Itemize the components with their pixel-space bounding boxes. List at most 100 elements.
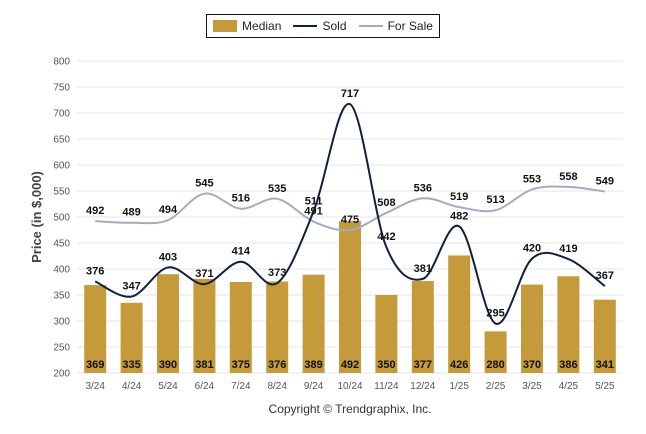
- x-tick-label: 8/24: [267, 381, 287, 392]
- median-bar: [375, 295, 398, 373]
- sold-value-label: 295: [486, 308, 504, 320]
- x-tick-labels: 3/24 4/24 5/24 6/24 7/24 8/24 9/24 10/24 11/24 12…: [85, 381, 615, 392]
- x-tick-label: 6/24: [195, 381, 215, 392]
- y-axis-label: Price (in $,000): [29, 171, 44, 263]
- y-tick-label: 550: [53, 187, 70, 198]
- sold-value-label: 371: [195, 268, 213, 280]
- median-bar: [84, 285, 107, 373]
- legend-swatch-median: [213, 20, 238, 32]
- median-bar: [593, 299, 616, 373]
- sold-value-label: 414: [232, 246, 251, 258]
- y-tick-label: 300: [53, 317, 70, 328]
- y-tick-label: 700: [53, 109, 70, 120]
- y-tick-label: 600: [53, 161, 70, 172]
- x-tick-label: 7/24: [231, 381, 251, 392]
- for-sale-value-label: 508: [377, 197, 395, 209]
- for-sale-value-label: 513: [486, 194, 504, 206]
- data-labels: 369 335 390 381 375 376 389 492 350 377 426 280 370 3…: [86, 88, 614, 371]
- median-bar: [339, 221, 361, 373]
- x-tick-label: 10/24: [337, 381, 362, 392]
- y-tick-label: 450: [53, 239, 70, 250]
- for-sale-value-label: 516: [232, 193, 250, 205]
- median-value-label: 280: [486, 359, 504, 371]
- x-tick-label: 5/25: [595, 381, 615, 392]
- legend-label-median: Median: [242, 19, 282, 33]
- legend: Median Sold For Sale: [206, 14, 440, 38]
- median-value-label: 335: [122, 359, 140, 371]
- median-bar: [157, 274, 179, 373]
- median-value-label: 492: [341, 359, 359, 371]
- median-bar: [557, 276, 580, 373]
- x-tick-label: 5/24: [158, 381, 178, 392]
- copyright-footer: Copyright © Trendgraphix, Inc.: [269, 402, 432, 416]
- median-bar: [266, 281, 289, 373]
- sold-value-label: 419: [559, 243, 577, 255]
- for-sale-value-label: 491: [304, 206, 322, 218]
- y-tick-label: 350: [53, 291, 70, 302]
- y-tick-labels: 200 250 300 350 400 450 500 550 600 650 700 750 800: [53, 57, 70, 380]
- y-tick-label: 500: [53, 213, 70, 224]
- median-value-label: 389: [304, 359, 322, 371]
- y-tick-label: 650: [53, 135, 70, 146]
- legend-label-sold: Sold: [322, 19, 347, 33]
- for-sale-value-label: 494: [159, 204, 178, 216]
- for-sale-value-label: 492: [86, 205, 104, 217]
- median-bar: [411, 280, 434, 373]
- sold-value-label: 367: [596, 270, 614, 282]
- sold-value-label: 381: [414, 263, 432, 275]
- x-tick-label: 11/24: [374, 381, 399, 392]
- y-tick-label: 400: [53, 265, 70, 276]
- y-tick-label: 800: [53, 57, 70, 68]
- sold-line: [94, 103, 606, 325]
- x-tick-label: 3/24: [85, 381, 105, 392]
- for-sale-value-label: 519: [450, 191, 468, 203]
- median-value-label: 375: [232, 359, 250, 371]
- sold-value-label: 347: [122, 281, 140, 293]
- for-sale-value-label: 545: [195, 178, 213, 190]
- legend-label-for-sale: For Sale: [387, 19, 433, 33]
- for-sale-value-label: 535: [268, 183, 286, 195]
- median-bar: [193, 278, 216, 373]
- median-bar: [484, 331, 507, 373]
- x-tick-label: 2/25: [486, 381, 506, 392]
- median-value-label: 377: [414, 359, 432, 371]
- for-sale-value-label: 475: [341, 214, 359, 226]
- median-value-label: 426: [450, 359, 468, 371]
- sold-value-label: 511: [305, 195, 323, 207]
- sold-value-label: 376: [86, 265, 104, 277]
- sold-value-label: 442: [377, 231, 395, 243]
- for-sale-value-label: 549: [596, 176, 614, 188]
- median-value-label: 350: [377, 359, 395, 371]
- for-sale-value-label: 489: [122, 207, 140, 219]
- x-tick-label: 4/25: [559, 381, 579, 392]
- for-sale-line: [95, 185, 605, 232]
- median-value-label: 381: [195, 359, 213, 371]
- sold-value-label: 482: [450, 210, 468, 222]
- median-value-label: 370: [523, 359, 541, 371]
- x-tick-label: 9/24: [304, 381, 324, 392]
- median-bar: [521, 284, 543, 373]
- legend-item-for-sale: For Sale: [358, 19, 433, 33]
- x-tick-label: 1/25: [449, 381, 469, 392]
- median-value-label: 341: [596, 359, 614, 371]
- series-lines: [94, 103, 606, 325]
- legend-swatch-sold: [293, 25, 318, 27]
- for-sale-value-label: 536: [414, 182, 432, 194]
- legend-swatch-for-sale: [358, 25, 383, 27]
- x-tick-label: 3/25: [522, 381, 542, 392]
- median-value-label: 386: [559, 359, 577, 371]
- x-tick-label: 12/24: [410, 381, 435, 392]
- median-value-label: 390: [159, 359, 177, 371]
- sold-value-label: 717: [341, 88, 359, 100]
- sold-value-label: 403: [159, 251, 177, 263]
- sold-value-label: 420: [523, 243, 541, 255]
- legend-item-median: Median: [213, 19, 281, 33]
- y-tick-label: 200: [53, 369, 70, 380]
- sold-value-label: 373: [268, 267, 286, 279]
- median-bar: [302, 274, 325, 373]
- for-sale-value-label: 553: [523, 173, 541, 185]
- median-bar: [120, 302, 143, 373]
- y-tick-label: 750: [53, 83, 70, 94]
- y-tick-label: 250: [53, 343, 70, 354]
